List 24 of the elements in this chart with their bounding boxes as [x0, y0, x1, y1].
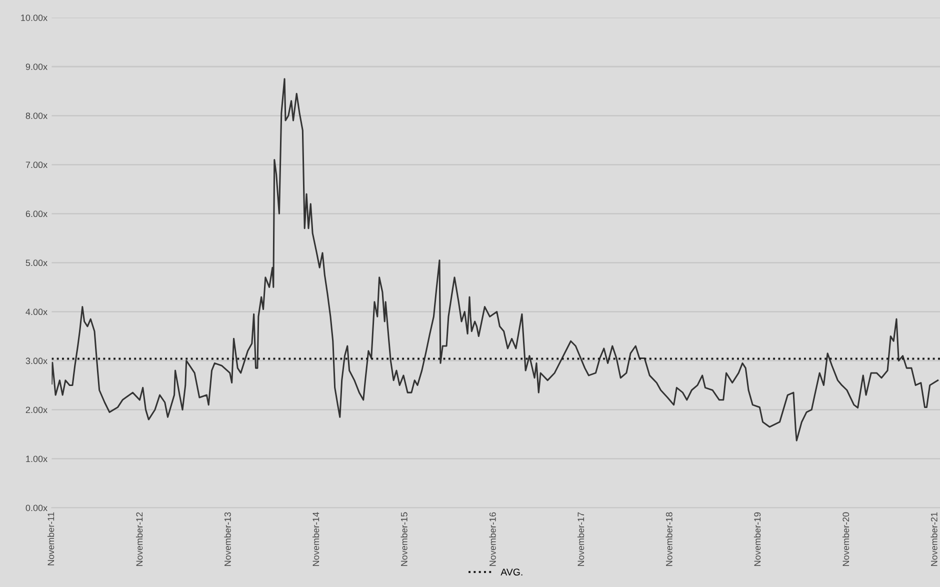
y-tick-label: 0.00x	[26, 504, 48, 512]
x-tick-label: November-14	[312, 512, 320, 566]
x-tick-label: November-13	[224, 512, 231, 566]
x-tick-label: November-19	[754, 512, 761, 566]
y-tick-label: 1.00x	[26, 456, 48, 462]
y-tick-label: 6.00x	[26, 210, 48, 218]
legend-label: AVG.	[500, 568, 522, 576]
x-tick-label: November-16	[489, 512, 496, 566]
y-tick-label: 8.00x	[26, 112, 48, 119]
y-tick-label: 4.00x	[26, 308, 48, 316]
y-tick-label: 3.00x	[26, 358, 48, 364]
x-tick-label: November-12	[136, 512, 143, 566]
x-tick-label: November-11	[47, 512, 54, 566]
line-series	[52, 78, 939, 442]
x-tick-label: November-21	[930, 512, 938, 566]
y-tick-label: 9.00x	[26, 64, 48, 70]
y-tick-label: 2.00x	[26, 406, 48, 414]
x-tick-label: November-18	[666, 512, 672, 566]
y-tick-label: 5.00x	[26, 260, 48, 266]
y-tick-label: 7.00x	[26, 162, 48, 168]
x-tick-label: November-15	[400, 512, 408, 566]
x-tick-label: November-20	[842, 512, 850, 566]
y-tick-label: 10.00x	[21, 14, 48, 21]
x-tick-label: November-17	[577, 512, 584, 566]
